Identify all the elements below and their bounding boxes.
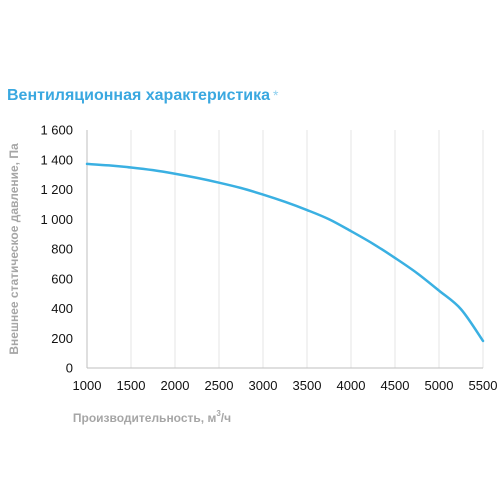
x-tick-label-4500: 4500 (381, 378, 410, 393)
x-tick-label-1500: 1500 (117, 378, 146, 393)
y-tick-labels: 0 200 400 600 800 1 000 1 200 1 400 1 600 (40, 123, 73, 376)
y-tick-label-200: 200 (51, 331, 73, 346)
y-tick-label-0: 0 (66, 361, 73, 376)
x-tick-label-5500: 5500 (469, 378, 498, 393)
y-tick-label-600: 600 (51, 271, 73, 286)
x-tick-label-2500: 2500 (205, 378, 234, 393)
axes (87, 130, 483, 368)
series-line-0 (87, 164, 483, 341)
x-tick-label-1000: 1000 (73, 378, 102, 393)
y-tick-label-800: 800 (51, 242, 73, 257)
x-tick-label-3000: 3000 (249, 378, 278, 393)
x-tick-label-4000: 4000 (337, 378, 366, 393)
x-axis-label: Производительность, м3/ч (73, 409, 231, 425)
series-group (87, 164, 483, 341)
x-tick-label-3500: 3500 (293, 378, 322, 393)
y-tick-label-1400: 1 400 (40, 152, 73, 167)
y-axis-label: Внешнее статическое давление, Па (7, 143, 21, 355)
y-tick-label-1200: 1 200 (40, 182, 73, 197)
x-tick-label-5000: 5000 (425, 378, 454, 393)
grid-lines (131, 130, 483, 368)
y-tick-label-1000: 1 000 (40, 212, 73, 227)
y-tick-label-1600: 1 600 (40, 123, 73, 138)
x-axis-label-text: Производительность, м (73, 411, 217, 425)
x-tick-label-2000: 2000 (161, 378, 190, 393)
x-tick-labels: 1000 1500 2000 2500 3000 3500 4000 4500 5000 5500 (73, 378, 498, 393)
x-axis-label-suffix: /ч (221, 411, 231, 425)
y-tick-label-400: 400 (51, 301, 73, 316)
